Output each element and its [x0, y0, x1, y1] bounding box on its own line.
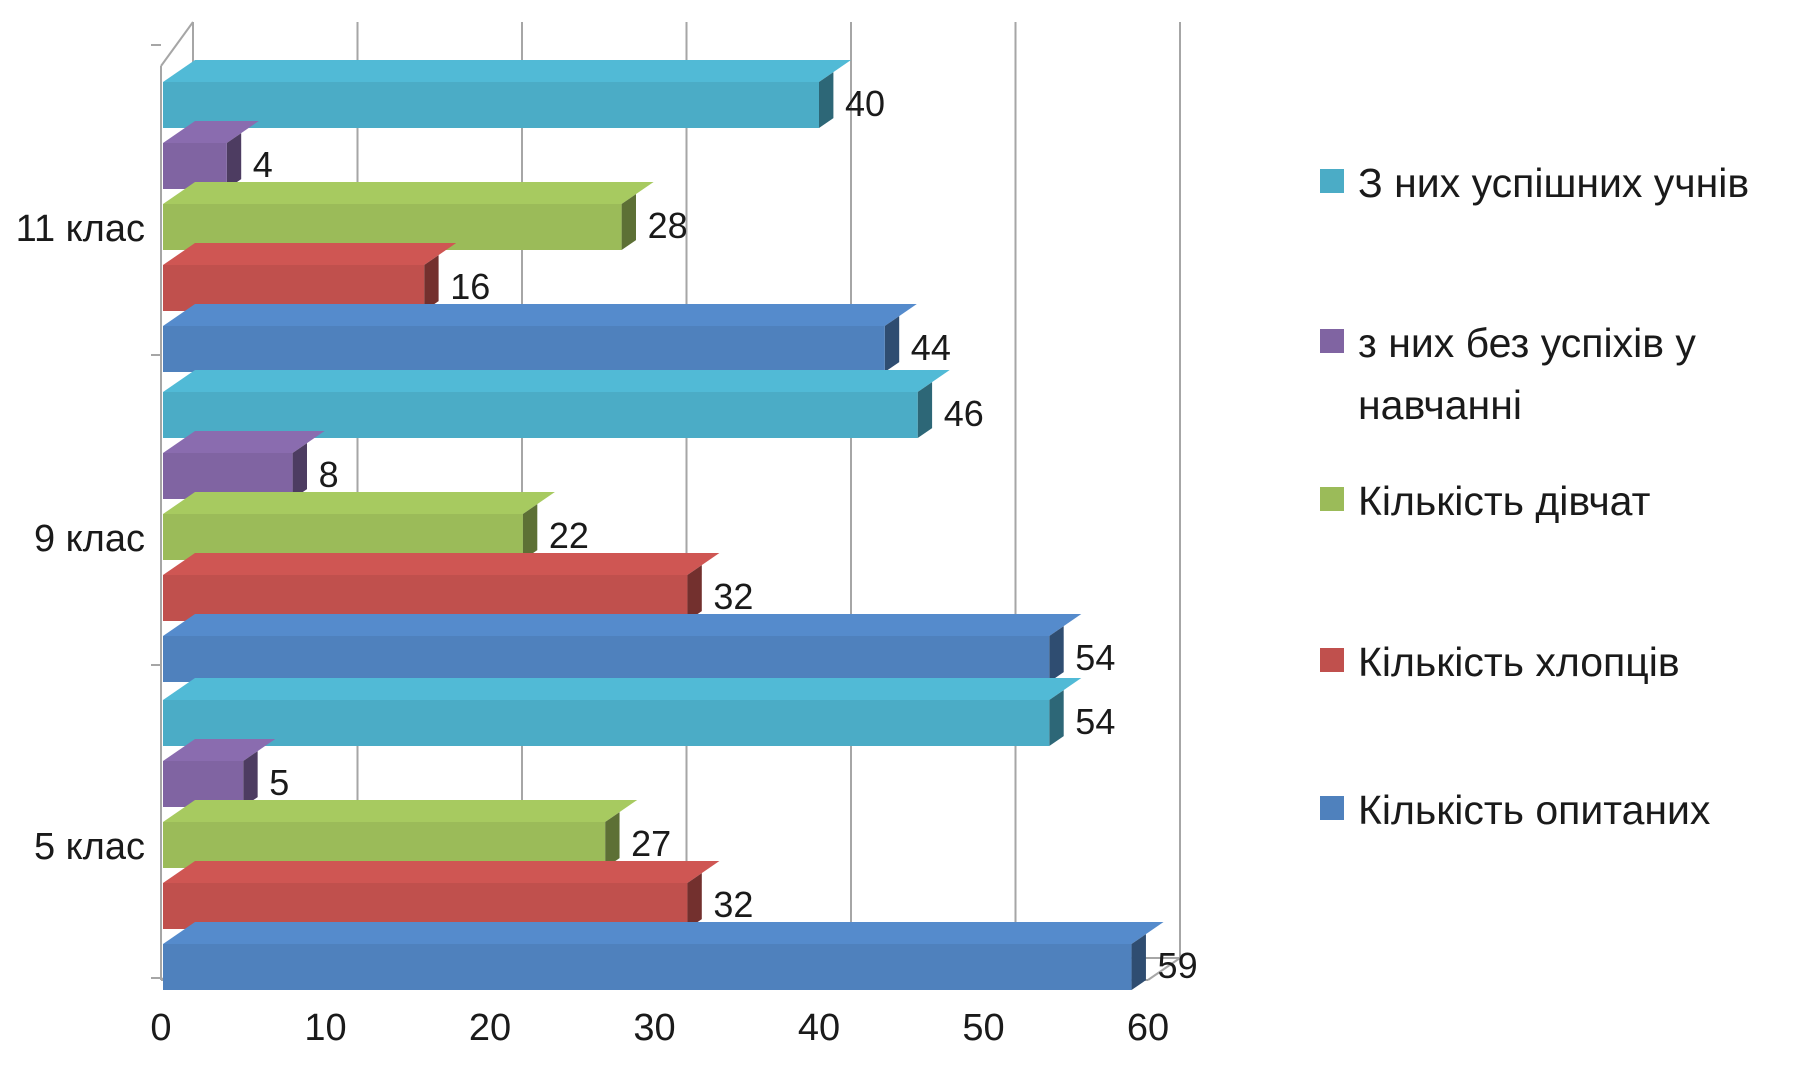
bar-side	[424, 255, 439, 311]
bar	[163, 143, 227, 189]
bar-side	[226, 133, 242, 189]
data-label: 5	[269, 762, 289, 803]
category-label: 9 клас	[34, 518, 145, 560]
x-tick-label: 40	[798, 1007, 840, 1049]
category-label: 5 клас	[34, 826, 145, 868]
data-label: 32	[713, 576, 753, 617]
bar-side	[621, 194, 636, 250]
bar-top	[163, 614, 1082, 636]
bar-side	[1049, 626, 1064, 682]
bar-top	[163, 60, 851, 82]
data-label: 40	[845, 83, 885, 124]
legend-label: Кількість хлопців	[1358, 639, 1680, 685]
side-wall-top	[160, 21, 194, 67]
legend-item: З них успішних учнів	[1320, 152, 1778, 214]
bar	[163, 944, 1132, 990]
legend-swatch	[1320, 329, 1344, 353]
bar-side	[917, 382, 933, 438]
bar-side	[292, 443, 307, 499]
bar-side	[687, 565, 702, 621]
bar-top	[163, 370, 950, 392]
bar	[163, 326, 885, 372]
data-label: 27	[631, 823, 671, 864]
legend-item: Кількість хлопців	[1320, 631, 1778, 693]
bar-top	[163, 922, 1164, 944]
bar	[163, 392, 918, 438]
bar	[163, 265, 425, 311]
legend-label: Кількість опитаних	[1358, 787, 1711, 833]
bar-side	[687, 873, 702, 929]
data-label: 46	[944, 393, 984, 434]
bar	[163, 82, 819, 128]
bar-top	[163, 678, 1082, 700]
bar	[163, 514, 523, 560]
data-label: 44	[911, 327, 951, 368]
legend-label: з них без успіхів у навчанні	[1358, 320, 1696, 428]
bar-top	[163, 861, 720, 883]
bar-side	[1131, 934, 1146, 990]
x-tick-label: 50	[962, 1007, 1004, 1049]
bar	[163, 575, 688, 621]
data-label: 22	[549, 515, 589, 556]
bar-side	[522, 504, 538, 560]
data-label: 4	[253, 144, 273, 185]
bar-side	[243, 751, 258, 807]
data-label: 16	[450, 266, 490, 307]
data-label: 54	[1075, 637, 1115, 678]
bar-top	[163, 304, 917, 326]
data-label: 32	[713, 884, 753, 925]
data-label: 28	[648, 205, 688, 246]
bar-top	[163, 800, 638, 822]
x-tick-label: 30	[633, 1007, 675, 1049]
x-tick-label: 20	[469, 1007, 511, 1049]
bar	[163, 883, 688, 929]
bar-top	[163, 739, 276, 761]
bar-top	[163, 182, 654, 204]
x-tick-label: 0	[150, 1007, 171, 1049]
data-label: 59	[1158, 945, 1198, 986]
bar-top	[163, 431, 325, 453]
legend-swatch	[1320, 648, 1344, 672]
data-label: 54	[1075, 701, 1115, 742]
x-tick-label: 60	[1127, 1007, 1169, 1049]
legend-label: Кількість дівчат	[1358, 478, 1651, 524]
bar-top	[163, 553, 720, 575]
legend-swatch	[1320, 487, 1344, 511]
bar-side	[884, 316, 900, 372]
bar	[163, 822, 606, 868]
bar-top	[163, 492, 555, 514]
chart-legend: З них успішних учнів з них без успіхів у …	[1320, 0, 1790, 1060]
legend-item: Кількість дівчат	[1320, 470, 1778, 532]
floor-line-6	[1147, 957, 1181, 981]
legend-item: Кількість опитаних	[1320, 779, 1778, 841]
x-tick-label: 10	[304, 1007, 346, 1049]
bar	[163, 761, 244, 807]
bar-side	[1049, 690, 1064, 746]
bar-side	[605, 812, 620, 868]
data-label: 8	[319, 454, 339, 495]
category-label: 11 клас	[16, 208, 145, 250]
bar-side	[819, 72, 834, 128]
legend-label: З них успішних учнів	[1358, 160, 1750, 206]
bar-top	[163, 121, 259, 143]
bar-top	[163, 243, 457, 265]
bar	[163, 204, 622, 250]
legend-swatch	[1320, 796, 1344, 820]
bar	[163, 700, 1050, 746]
legend-item: з них без успіхів у навчанні	[1320, 312, 1778, 436]
legend-swatch	[1320, 169, 1344, 193]
bar	[163, 453, 293, 499]
bar	[163, 636, 1050, 682]
